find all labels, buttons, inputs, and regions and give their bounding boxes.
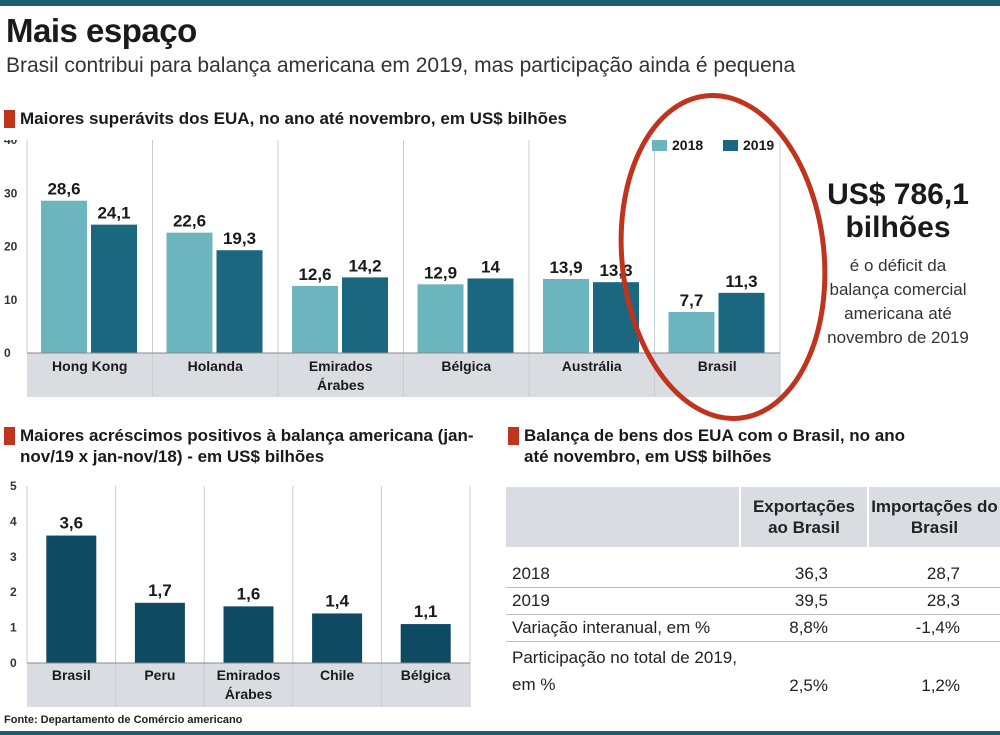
bar xyxy=(46,535,97,663)
data-label: 19,3 xyxy=(223,229,256,248)
bar-2018 xyxy=(543,278,589,353)
y-tick-label: 2 xyxy=(10,585,17,599)
section-marker xyxy=(4,110,15,128)
y-tick-label: 1 xyxy=(10,621,17,635)
table-title: Balança de bens dos EUA com o Brasil, no… xyxy=(508,425,928,467)
category-label: Peru xyxy=(144,667,175,683)
table-row: 2019 39,5 28,3 xyxy=(506,587,1000,615)
y-tick-label: 0 xyxy=(10,656,17,670)
data-label: 1,6 xyxy=(237,584,261,603)
category-label: Bélgica xyxy=(401,667,451,683)
y-tick-label: 4 xyxy=(10,514,17,528)
data-label: 13,9 xyxy=(549,258,582,277)
category-label: Emirados xyxy=(309,358,373,374)
data-label: 24,1 xyxy=(97,204,130,223)
top-rule xyxy=(0,0,1000,6)
legend-swatch-2019 xyxy=(723,140,738,151)
deficit-value: US$ 786,1 xyxy=(827,178,969,211)
data-label: 12,9 xyxy=(424,263,457,282)
page-subtitle: Brasil contribui para balança americana … xyxy=(6,54,796,77)
chart2-title: Maiores acréscimos positivos à balança a… xyxy=(4,425,474,467)
bar-2019 xyxy=(467,278,514,353)
category-label: Árabes xyxy=(225,686,273,702)
data-label: 1,1 xyxy=(414,602,438,621)
y-tick-label: 0 xyxy=(4,346,11,360)
data-label: 14,2 xyxy=(348,256,381,275)
data-label: 1,4 xyxy=(325,591,349,610)
bar-2019 xyxy=(216,250,263,353)
data-label: 13,3 xyxy=(599,261,632,280)
data-label: 14 xyxy=(481,257,500,276)
bar xyxy=(223,606,274,663)
data-label: 1,7 xyxy=(148,581,172,600)
data-label: 11,3 xyxy=(725,272,757,291)
y-tick-label: 30 xyxy=(4,186,18,200)
y-tick-label: 10 xyxy=(4,293,18,307)
bar xyxy=(134,602,185,663)
section-marker xyxy=(4,427,15,445)
deficit-unit: bilhões xyxy=(845,211,951,244)
y-tick-label: 3 xyxy=(10,550,17,564)
legend-label-2019: 2019 xyxy=(743,140,774,153)
section-marker xyxy=(508,427,519,445)
table-row: Variação interanual, em % 8,8% -1,4% xyxy=(506,614,1000,642)
table-row: 2018 36,3 28,7 xyxy=(512,564,960,583)
legend-label-2018: 2018 xyxy=(672,140,703,153)
data-label: 22,6 xyxy=(173,212,206,231)
y-tick-label: 5 xyxy=(10,479,17,493)
data-label: 12,6 xyxy=(298,265,331,284)
bar-2018 xyxy=(41,200,87,353)
table-corner xyxy=(506,487,740,547)
page-title: Mais espaço xyxy=(6,12,197,49)
col-exports: Exportações ao Brasil xyxy=(739,487,868,547)
bar-2019 xyxy=(91,224,137,353)
trade-table: Exportações ao Brasil Importações do Bra… xyxy=(506,487,1000,700)
bar-2018 xyxy=(292,285,338,353)
deficit-text: é o déficit da balança comercial america… xyxy=(827,256,969,347)
data-label: 7,7 xyxy=(680,291,704,310)
x-axis-band xyxy=(27,663,470,707)
chart-us-surpluses: 0 10 20 30 40 28,6 24,1 Hong Kong 22,6 19,3 Holand… xyxy=(4,140,781,397)
category-label: Brasil xyxy=(52,667,91,683)
category-label: Chile xyxy=(320,667,354,683)
y-tick-label: 40 xyxy=(4,140,18,147)
category-label: Bélgica xyxy=(441,358,491,374)
data-label: 28,6 xyxy=(47,180,80,199)
category-label: Hong Kong xyxy=(52,358,127,374)
category-label: Brasil xyxy=(698,358,737,374)
bar-2018 xyxy=(166,232,213,353)
col-imports: Importações do Brasil xyxy=(867,487,1000,547)
category-label: Holanda xyxy=(188,358,243,374)
category-label: Árabes xyxy=(317,377,365,393)
bar xyxy=(312,613,363,663)
source-note: Fonte: Departamento de Comércio american… xyxy=(4,714,243,726)
bar-2019 xyxy=(342,277,388,353)
category-label: Austrália xyxy=(562,358,622,374)
table-row: Participação no total de 2019, em % 2,5%… xyxy=(506,641,1000,700)
chart1-title: Maiores superávits dos EUA, no ano até n… xyxy=(4,108,644,129)
bar-2018 xyxy=(417,284,464,353)
data-label: 3,6 xyxy=(59,514,83,533)
legend-swatch-2018 xyxy=(652,140,667,151)
bottom-rule xyxy=(0,731,1000,735)
deficit-callout: US$ 786,1 bilhões é o déficit da balança… xyxy=(812,178,984,350)
chart-positive-increases: 0 1 2 3 4 5 3,6 Brasil 1,7 Peru 1,6 Emirados Árabes 1… xyxy=(10,479,471,707)
bar xyxy=(400,624,451,663)
bar-2019 xyxy=(593,282,639,353)
bar-2018 xyxy=(668,311,715,353)
y-tick-label: 20 xyxy=(4,240,18,254)
category-label: Emirados xyxy=(217,667,281,683)
bar-2019 xyxy=(718,292,765,353)
